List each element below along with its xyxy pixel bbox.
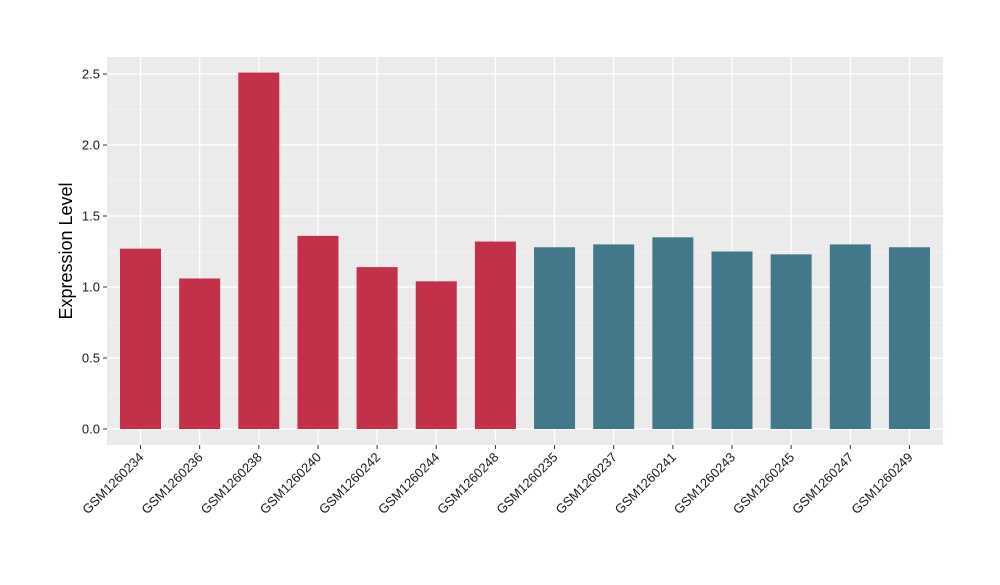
x-tick-label: GSM1260238 [198, 450, 265, 517]
x-tick-label: GSM1260234 [79, 450, 146, 517]
y-axis-title: Expression Level [56, 182, 76, 319]
plot-panel [107, 57, 943, 445]
bar-GSM1260238 [238, 72, 280, 429]
bar-GSM1260234 [120, 248, 161, 429]
bar-GSM1260243 [711, 251, 753, 429]
bar-GSM1260240 [297, 235, 339, 429]
y-tick-label: 0.5 [82, 351, 100, 366]
y-tick-label: 1.0 [82, 280, 100, 295]
y-tick-label: 2.0 [82, 138, 100, 153]
y-tick-label: 2.5 [82, 67, 100, 82]
bar-GSM1260236 [179, 278, 221, 429]
x-tick-label: GSM1260235 [493, 450, 560, 517]
x-tick-label: GSM1260244 [375, 450, 442, 517]
x-tick-label: GSM1260240 [257, 450, 324, 517]
bar-GSM1260235 [534, 247, 576, 429]
bar-GSM1260245 [770, 254, 812, 429]
y-tick-label: 0.0 [82, 422, 100, 437]
x-tick-label: GSM1260243 [671, 450, 738, 517]
bar-GSM1260247 [829, 244, 871, 429]
x-tick-label: GSM1260248 [434, 450, 501, 517]
bar-GSM1260242 [356, 267, 398, 429]
x-axis: GSM1260234GSM1260236GSM1260238GSM1260240… [79, 445, 916, 517]
bar-GSM1260249 [888, 247, 930, 429]
bar-GSM1260244 [415, 281, 457, 429]
x-tick-label: GSM1260236 [138, 450, 205, 517]
x-tick-label: GSM1260249 [848, 450, 915, 517]
bar-GSM1260241 [652, 237, 694, 429]
y-axis: 0.0 0.5 1.0 1.5 2.0 2.5 [82, 67, 107, 437]
x-tick-label: GSM1260237 [552, 450, 619, 517]
x-tick-label: GSM1260242 [316, 450, 383, 517]
x-tick-label: GSM1260247 [789, 450, 856, 517]
bar-GSM1260237 [593, 244, 635, 429]
x-tick-label: GSM1260241 [612, 450, 679, 517]
bar-GSM1260248 [474, 241, 516, 429]
x-tick-label: GSM1260245 [730, 450, 797, 517]
bars [120, 72, 930, 429]
y-tick-label: 1.5 [82, 209, 100, 224]
